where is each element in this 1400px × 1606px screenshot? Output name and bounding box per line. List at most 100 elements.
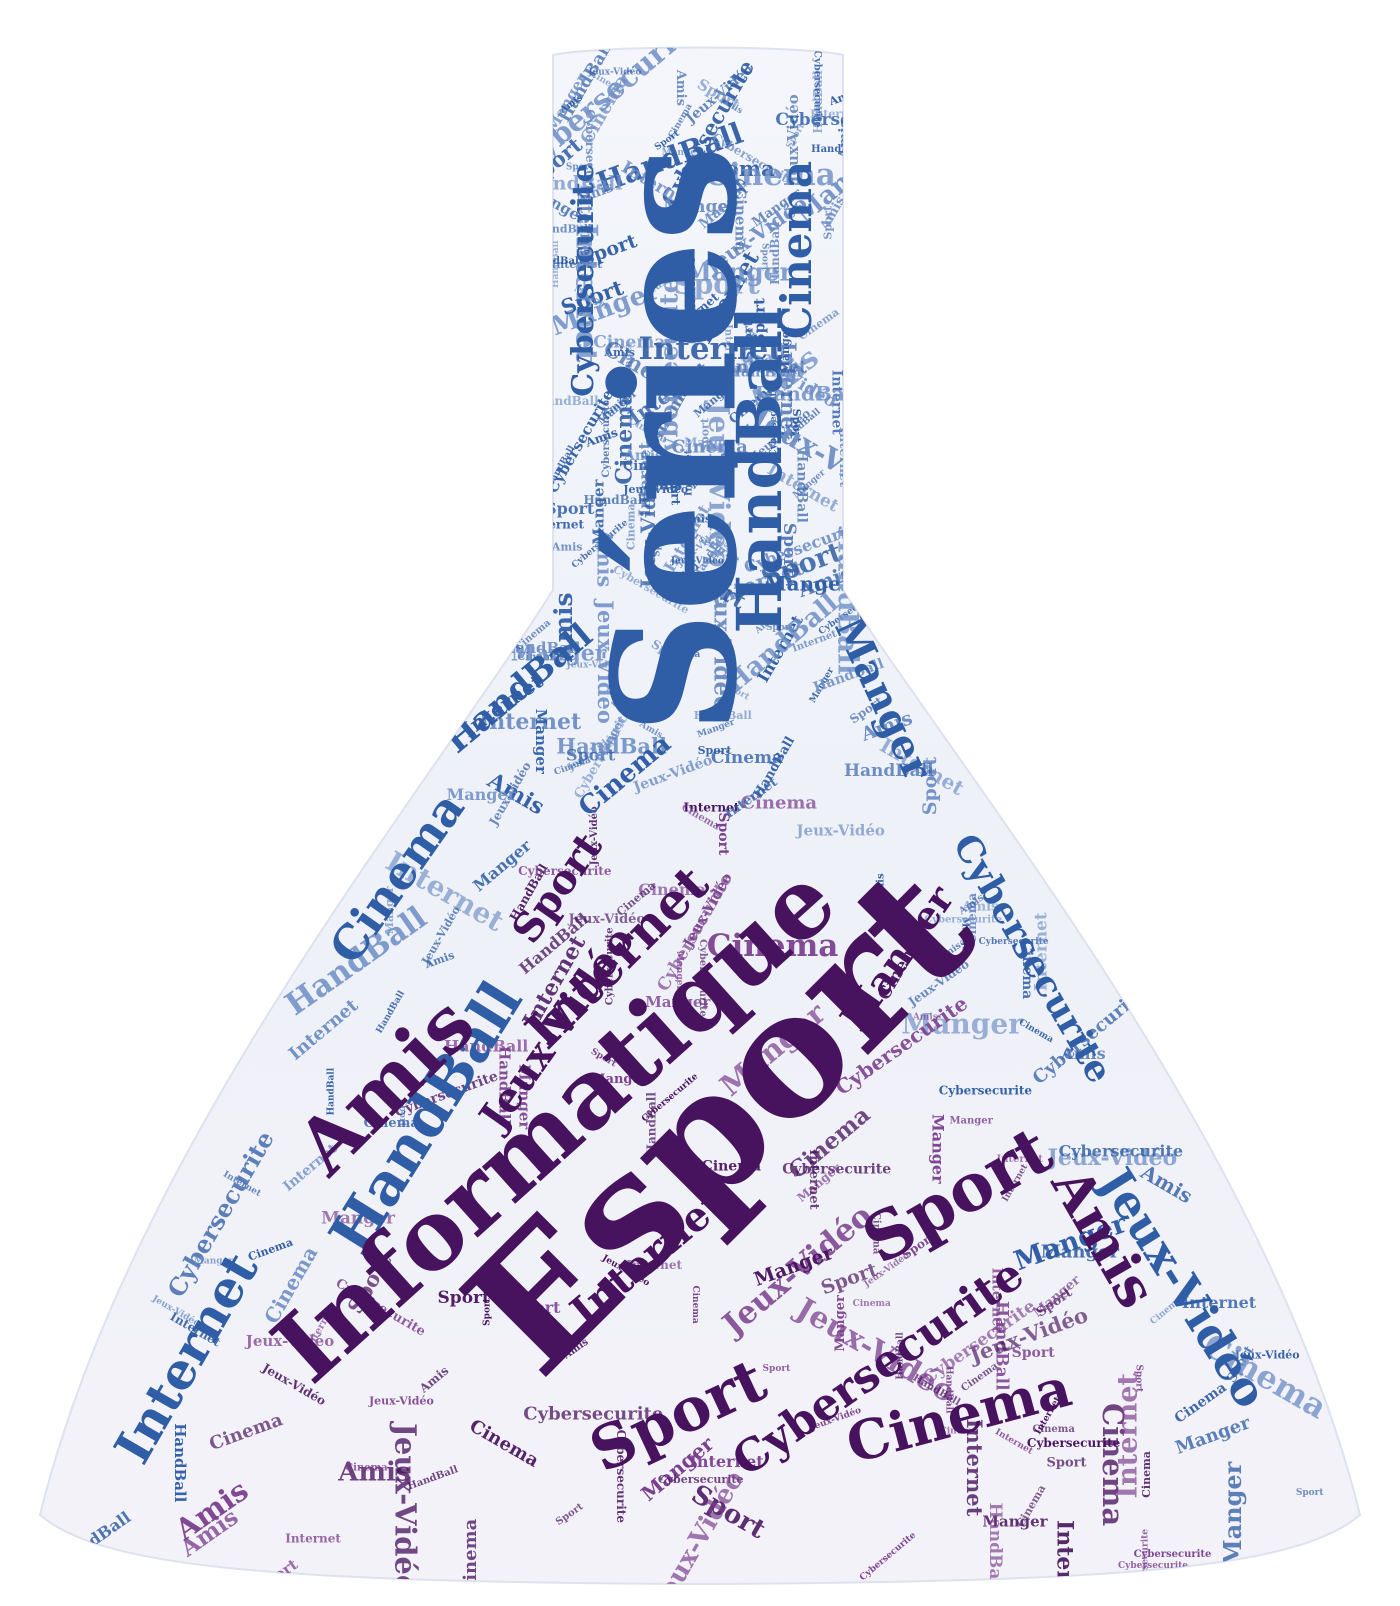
word-sport: Sport <box>766 623 795 633</box>
word-amis: Amis <box>623 448 663 464</box>
word-amis: Amis <box>912 1012 938 1022</box>
word-internet: Internet <box>776 342 801 440</box>
word-internet: Internet <box>1113 1373 1144 1499</box>
word-jeux-video: Jeux-Vidéo <box>593 598 618 724</box>
word-jeux-video: Jeux-Vidéo <box>636 470 660 590</box>
word-jeux-video: Jeux-Vidéo <box>1045 1145 1177 1171</box>
word-cinema: Cinema <box>711 748 783 768</box>
word-manger: Manger <box>515 1064 533 1130</box>
word-sport: Sport <box>779 523 799 575</box>
word-amis: Amis <box>642 477 682 493</box>
word-sport: Sport <box>760 243 770 272</box>
word-sport: Sport <box>566 746 616 765</box>
word-amis: Amis <box>875 873 886 902</box>
word-cinema: Cinema <box>593 333 665 353</box>
word-sport: Sport <box>919 757 941 816</box>
word-cybersecurite: Cybersecurite <box>658 1473 744 1486</box>
word-cinema: Cinema <box>853 1299 891 1309</box>
word-cinema: Cinema <box>772 161 821 339</box>
word-jeux-video: Jeux-Vidéo <box>708 574 735 712</box>
word-amis: Amis <box>593 528 618 587</box>
word-cinema: Cinema <box>364 1116 420 1131</box>
word-internet: Internet <box>626 1258 682 1272</box>
word-internet: Internet <box>1031 912 1051 991</box>
word-cinema: Cinema <box>625 503 638 550</box>
word-cybersecurite: Cybersecurite <box>523 1404 663 1425</box>
word-manger: Manger <box>960 917 970 956</box>
word-manger: Manger <box>663 197 738 217</box>
word-cinema: Cinema <box>1140 1451 1153 1498</box>
word-manger: Manger <box>765 572 852 596</box>
word-handball: HandBall <box>844 761 934 781</box>
word-manger: Manger <box>929 1114 948 1184</box>
word-sport: Sport <box>1133 1364 1143 1393</box>
word-amis: Amis <box>1060 1044 1105 1063</box>
word-cinema: Cinema <box>741 792 818 813</box>
word-manger: Manger <box>383 886 396 934</box>
word-internet: Internet <box>1182 1293 1257 1312</box>
word-jeux-video: Jeux-Vidéo <box>702 399 735 567</box>
word-sport: Sport <box>790 409 803 444</box>
word-handball: HandBall <box>583 493 647 507</box>
word-sport: Sport <box>750 298 768 344</box>
word-manger: Manger <box>1041 1242 1120 1263</box>
word-cybersecurite: Cybersecurite <box>518 864 612 878</box>
word-sport: Sport <box>397 1099 407 1128</box>
word-series: Séries <box>576 146 776 735</box>
flask-silhouette <box>38 46 1362 1586</box>
word-jeux-video: Jeux-Vidéo <box>388 1420 422 1594</box>
word-sport: Sport <box>1046 1455 1086 1470</box>
word-cybersecurite: Cybersecurite <box>1118 1561 1188 1571</box>
word-jeux-video: Jeux-Vidéo <box>794 821 884 839</box>
word-manger: Manger <box>447 785 517 804</box>
word-cinema: Cinema <box>623 459 679 474</box>
word-cinema: Cinema <box>965 893 979 944</box>
word-manger: Manger <box>833 1295 848 1352</box>
word-handball: HandBall <box>793 449 809 523</box>
word-sport: Sport <box>763 1364 792 1374</box>
word-cybersecurite: Cybersecurite <box>811 50 822 128</box>
word-internet: Internet <box>684 801 740 815</box>
word-cinema: Cinema <box>612 391 638 484</box>
word-handball: HandBall <box>694 709 752 722</box>
word-internet: Internet <box>806 1149 821 1209</box>
word-manger: Manger <box>982 1513 1048 1531</box>
word-handball: HandBall <box>444 1037 528 1056</box>
word-sport: Sport <box>741 320 756 360</box>
word-handball: HandBall <box>728 364 802 380</box>
word-manger: Manger <box>949 1115 993 1126</box>
word-jeux-video: Jeux-Vidéo <box>587 67 641 78</box>
word-cybersecurite: Cybersecurite <box>1134 1549 1212 1560</box>
word-cybersecurite: Cybersecurite <box>1059 1141 1183 1160</box>
word-cybersecurite: Cybersecurite <box>1027 1436 1121 1450</box>
word-handball: HandBall <box>768 221 782 285</box>
word-sport: Sport <box>1296 1488 1325 1498</box>
word-manger: Manger <box>779 325 792 373</box>
word-internet: Internet <box>723 324 734 371</box>
word-internet: Internet <box>684 257 698 313</box>
word-cinema: Cinema <box>702 1158 761 1174</box>
word-sport: Sport <box>545 499 595 518</box>
word-handball: HandBall <box>551 240 561 288</box>
word-manger: Manger <box>901 1007 1024 1040</box>
word-cybersecurite: Cybersecurite <box>604 927 615 1005</box>
word-handball: HandBall <box>723 307 796 634</box>
word-cybersecurite: Cybersecurite <box>566 163 601 396</box>
word-jeux-video: Jeux-Vidéo <box>368 1394 434 1407</box>
word-cinema: Cinema <box>1096 1403 1130 1526</box>
word-cybersecurite: Cybersecurite <box>979 937 1049 947</box>
word-jeux-video: Jeux-Vidéo <box>784 94 802 184</box>
word-cybersecurite: Cybersecurite <box>697 939 708 1017</box>
word-manger: Manger <box>591 1072 648 1087</box>
word-cinema: Cinema <box>732 187 750 251</box>
word-manger: Manger <box>596 1220 635 1230</box>
word-internet: Internet <box>988 1268 1004 1334</box>
word-cinema: Cinema <box>686 156 776 181</box>
word-cinema: Cinema <box>662 650 700 660</box>
word-cybersecurite: Cybersecurite <box>782 1162 891 1178</box>
word-handball: HandBall <box>944 1366 954 1414</box>
word-cybersecurite: Cybersecurite <box>614 1430 628 1524</box>
word-internet: Internet <box>569 223 604 362</box>
word-amis: Amis <box>337 1458 410 1488</box>
word-internet: Internet <box>684 449 695 496</box>
